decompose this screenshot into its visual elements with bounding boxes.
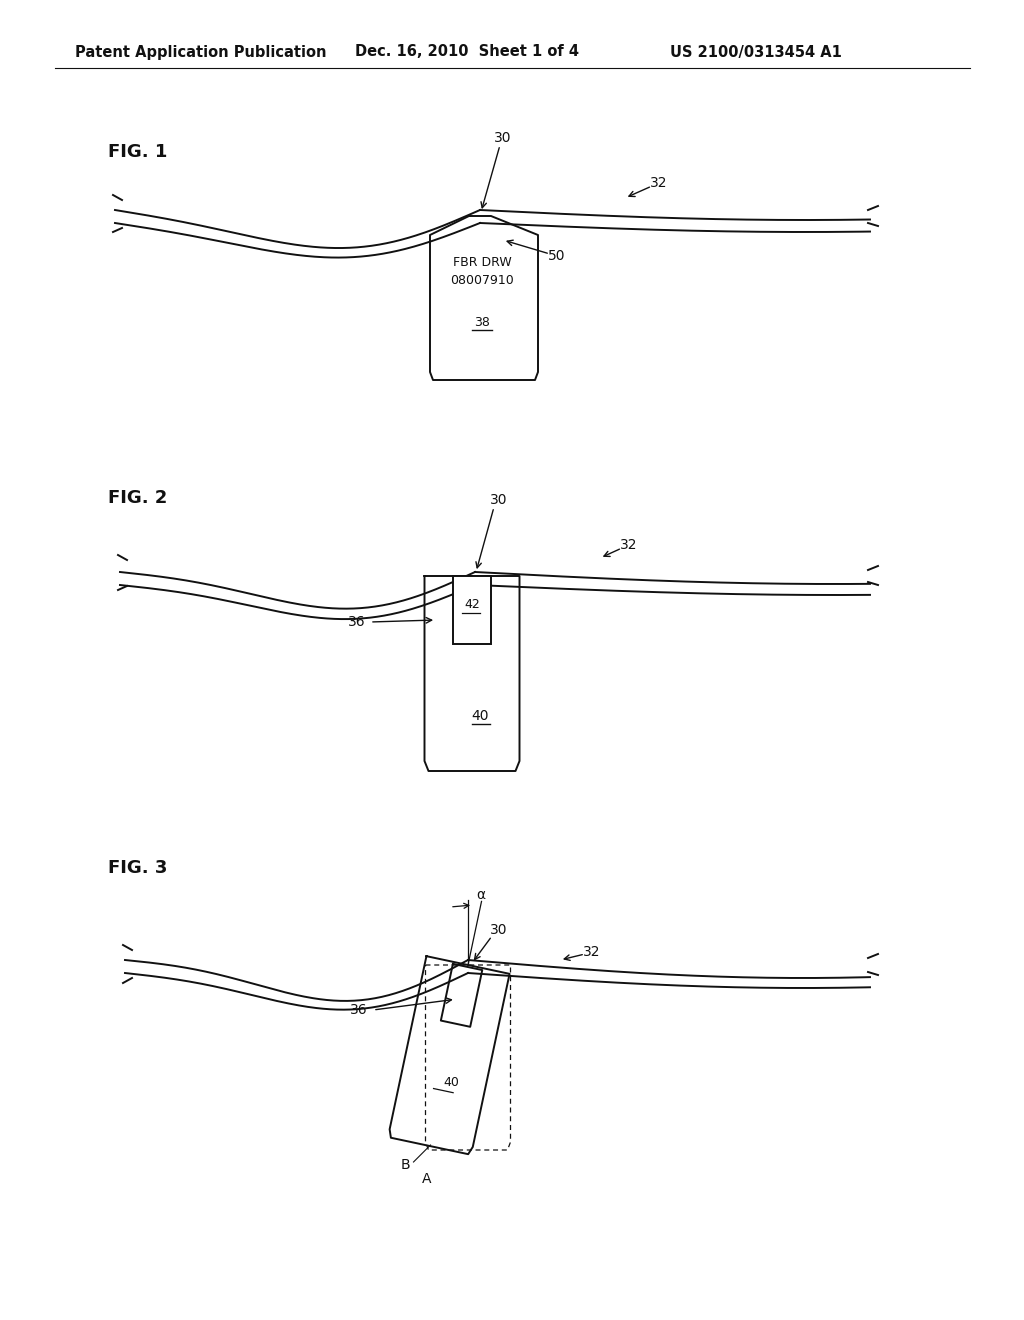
Text: FBR DRW: FBR DRW <box>453 256 511 269</box>
Text: 50: 50 <box>548 249 565 263</box>
Text: 36: 36 <box>348 615 366 630</box>
Text: α: α <box>476 888 485 902</box>
Text: Dec. 16, 2010  Sheet 1 of 4: Dec. 16, 2010 Sheet 1 of 4 <box>355 45 579 59</box>
Text: B: B <box>400 1158 411 1172</box>
Text: 36: 36 <box>350 1003 368 1016</box>
Text: 30: 30 <box>494 131 512 145</box>
Text: 32: 32 <box>620 539 638 552</box>
Text: 32: 32 <box>583 945 600 960</box>
Text: FIG. 2: FIG. 2 <box>108 488 167 507</box>
Text: 40: 40 <box>443 1076 459 1089</box>
Text: Patent Application Publication: Patent Application Publication <box>75 45 327 59</box>
Text: 30: 30 <box>490 923 508 937</box>
Text: 42: 42 <box>464 598 480 611</box>
Text: 30: 30 <box>490 492 508 507</box>
Bar <box>453 576 490 644</box>
Text: US 2100/0313454 A1: US 2100/0313454 A1 <box>670 45 842 59</box>
Text: 08007910: 08007910 <box>451 275 514 288</box>
Text: 38: 38 <box>474 317 489 330</box>
Text: FIG. 1: FIG. 1 <box>108 143 167 161</box>
Text: 40: 40 <box>471 709 488 723</box>
Text: FIG. 3: FIG. 3 <box>108 859 167 876</box>
Text: 32: 32 <box>650 176 668 190</box>
Text: A: A <box>422 1172 431 1185</box>
